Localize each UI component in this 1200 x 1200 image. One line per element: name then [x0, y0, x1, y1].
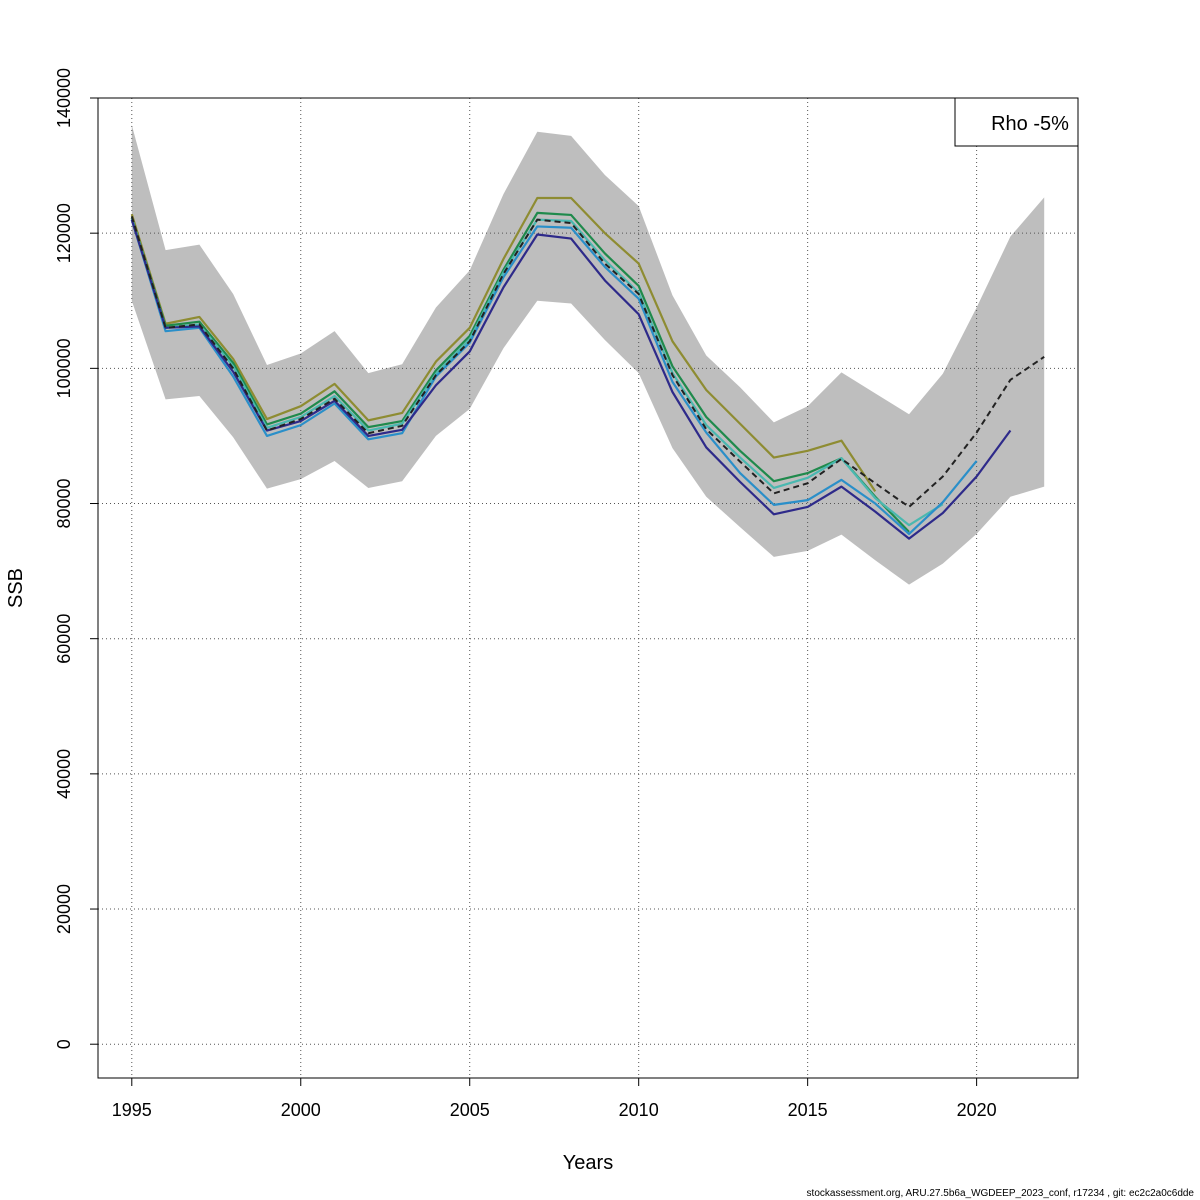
x-tick-label: 2005: [450, 1100, 490, 1120]
y-tick-label: 100000: [54, 338, 74, 398]
series-line-2: [130, 219, 1012, 540]
y-tick-label: 0: [54, 1039, 74, 1049]
legend-text: Rho -5%: [991, 113, 1069, 135]
y-axis: 0 20000 40000 60000 80000 100000 120000 140000: [54, 68, 98, 1049]
plot-frame: [97, 97, 1079, 1079]
legend: Rho -5%: [954, 97, 1079, 147]
x-tick-label: 2020: [957, 1100, 997, 1120]
footer-credit: stockassessment.org, ARU.27.5b6a_WGDEEP_…: [807, 1188, 1195, 1199]
x-tick-label: 1995: [112, 1100, 152, 1120]
y-axis-title: SSB: [5, 568, 27, 608]
series-line-5: [130, 211, 910, 533]
legend-box: [954, 97, 1079, 147]
y-tick-label: 120000: [54, 203, 74, 263]
x-tick-label: 2015: [788, 1100, 828, 1120]
y-tick-label: 80000: [54, 478, 74, 528]
x-tick-label: 2010: [619, 1100, 659, 1120]
x-axis-title: Years: [563, 1152, 613, 1174]
y-tick-label: 40000: [54, 749, 74, 799]
series-line-6: [130, 196, 877, 492]
x-axis: 1995 2000 2005 2010 2015 2020: [112, 1078, 997, 1120]
y-tick-label: 140000: [54, 68, 74, 128]
series-line-3: [130, 219, 978, 536]
confidence-band: [131, 125, 1045, 585]
series-line-1: [130, 215, 1045, 508]
x-tick-label: 2000: [281, 1100, 321, 1120]
y-tick-label: 60000: [54, 614, 74, 664]
series-layer: [130, 196, 1045, 540]
confidence-band-layer: [131, 125, 1045, 585]
y-tick-label: 20000: [54, 884, 74, 934]
